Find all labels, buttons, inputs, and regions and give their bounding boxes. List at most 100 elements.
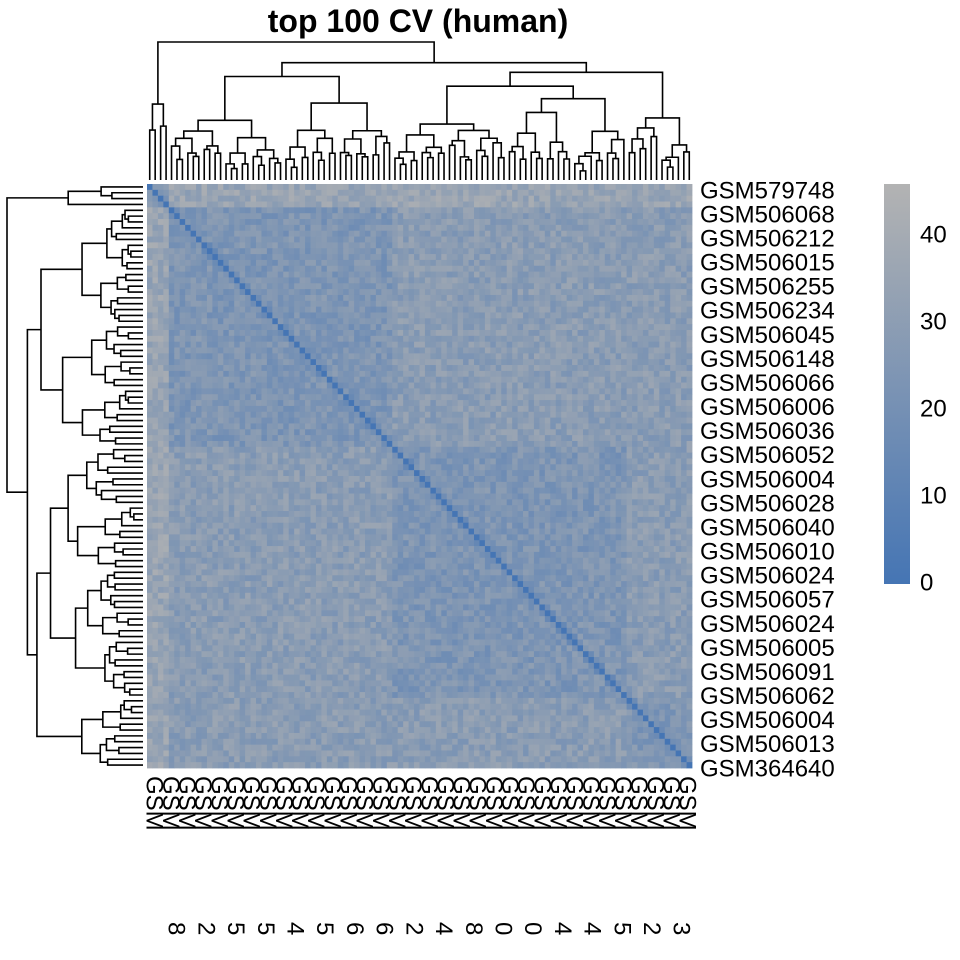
heatmap-cell bbox=[555, 283, 562, 290]
heatmap-cell bbox=[588, 446, 595, 454]
heatmap-cell bbox=[506, 254, 513, 261]
heatmap-cell bbox=[430, 382, 437, 389]
heatmap-cell bbox=[441, 254, 448, 261]
heatmap-cell bbox=[463, 429, 469, 436]
heatmap-cell bbox=[168, 312, 175, 319]
heatmap-cell bbox=[561, 300, 568, 308]
heatmap-cell bbox=[593, 219, 600, 226]
heatmap-cell bbox=[446, 306, 453, 313]
heatmap-cell bbox=[555, 458, 562, 465]
heatmap-cell bbox=[604, 440, 611, 448]
heatmap-cell bbox=[479, 184, 486, 191]
heatmap-cell bbox=[452, 446, 459, 454]
heatmap-cell bbox=[348, 440, 355, 448]
heatmap-cell bbox=[147, 335, 153, 343]
heatmap-cell bbox=[441, 306, 448, 313]
heatmap-cell bbox=[386, 365, 393, 372]
heatmap-cell bbox=[648, 324, 655, 331]
heatmap-cell bbox=[397, 330, 404, 337]
heatmap-cell bbox=[403, 213, 409, 220]
heatmap-cell bbox=[190, 440, 197, 448]
heatmap-cell bbox=[648, 411, 655, 418]
heatmap-cell bbox=[256, 365, 262, 372]
heatmap-cell bbox=[495, 458, 502, 465]
heatmap-cell bbox=[354, 359, 360, 366]
heatmap-cell bbox=[446, 435, 453, 442]
heatmap-cell bbox=[490, 236, 497, 243]
heatmap-cell bbox=[299, 254, 306, 261]
heatmap-cell bbox=[174, 184, 181, 191]
heatmap-cell bbox=[424, 312, 431, 319]
heatmap-cell bbox=[392, 201, 399, 208]
heatmap-cell bbox=[250, 236, 257, 243]
heatmap-cell bbox=[201, 184, 208, 191]
heatmap-cell bbox=[414, 259, 420, 267]
heatmap-cell bbox=[261, 341, 268, 348]
heatmap-cell bbox=[528, 312, 535, 319]
heatmap-cell bbox=[152, 312, 159, 319]
dendrogram-branch bbox=[426, 156, 434, 180]
heatmap-cell bbox=[626, 411, 633, 418]
heatmap-cell bbox=[190, 207, 197, 214]
heatmap-cell bbox=[424, 213, 431, 220]
heatmap-cell bbox=[288, 446, 295, 454]
heatmap-cell bbox=[397, 219, 404, 226]
heatmap-cell bbox=[305, 300, 311, 308]
heatmap-cell bbox=[294, 359, 300, 366]
heatmap-cell bbox=[179, 289, 186, 296]
heatmap-cell bbox=[212, 417, 219, 424]
heatmap-cell bbox=[588, 294, 595, 302]
heatmap-cell bbox=[190, 289, 197, 296]
heatmap-cell bbox=[343, 335, 350, 343]
heatmap-cell bbox=[452, 370, 459, 378]
heatmap-cell bbox=[375, 452, 382, 459]
heatmap-cell bbox=[615, 405, 622, 413]
heatmap-cell bbox=[604, 359, 611, 366]
heatmap-cell bbox=[261, 458, 268, 465]
dendrogram-branch bbox=[650, 135, 658, 180]
heatmap-cell bbox=[250, 452, 257, 459]
heatmap-cell bbox=[424, 341, 431, 348]
heatmap-cell bbox=[593, 435, 600, 442]
heatmap-cell bbox=[468, 417, 475, 424]
heatmap-cell bbox=[550, 230, 557, 237]
heatmap-cell bbox=[343, 300, 350, 308]
heatmap-cell bbox=[310, 306, 317, 313]
heatmap-cell bbox=[288, 271, 295, 278]
heatmap-cell bbox=[452, 306, 459, 313]
heatmap-cell bbox=[272, 376, 279, 383]
heatmap-cell bbox=[321, 236, 328, 243]
heatmap-cell bbox=[157, 242, 164, 249]
heatmap-cell bbox=[430, 306, 437, 313]
heatmap-cell bbox=[250, 458, 257, 465]
heatmap-cell bbox=[288, 230, 295, 237]
heatmap-cell bbox=[648, 446, 655, 454]
heatmap-cell bbox=[544, 347, 551, 354]
heatmap-cell bbox=[419, 289, 426, 296]
heatmap-cell bbox=[332, 376, 339, 383]
heatmap-cell bbox=[326, 242, 333, 249]
dendrogram-branch bbox=[398, 151, 415, 161]
heatmap-cell bbox=[670, 306, 677, 313]
heatmap-cell bbox=[501, 294, 508, 302]
heatmap-cell bbox=[283, 248, 290, 255]
heatmap-cell bbox=[430, 452, 437, 459]
heatmap-cell bbox=[370, 230, 377, 237]
heatmap-cell bbox=[664, 277, 671, 284]
heatmap-cell bbox=[359, 242, 366, 249]
heatmap-cell bbox=[365, 324, 371, 331]
heatmap-cell bbox=[370, 335, 377, 343]
heatmap-cell bbox=[653, 394, 660, 401]
heatmap-cell bbox=[168, 213, 175, 220]
heatmap-cell bbox=[392, 388, 399, 395]
heatmap-cell bbox=[315, 405, 322, 413]
heatmap-cell bbox=[544, 224, 551, 232]
heatmap-cell bbox=[294, 405, 300, 413]
heatmap-cell bbox=[424, 405, 431, 413]
heatmap-cell bbox=[659, 330, 666, 337]
heatmap-cell bbox=[343, 423, 350, 430]
heatmap-cell bbox=[266, 265, 273, 272]
heatmap-cell bbox=[593, 248, 600, 255]
heatmap-cell bbox=[294, 248, 300, 255]
heatmap-cell bbox=[299, 201, 306, 208]
